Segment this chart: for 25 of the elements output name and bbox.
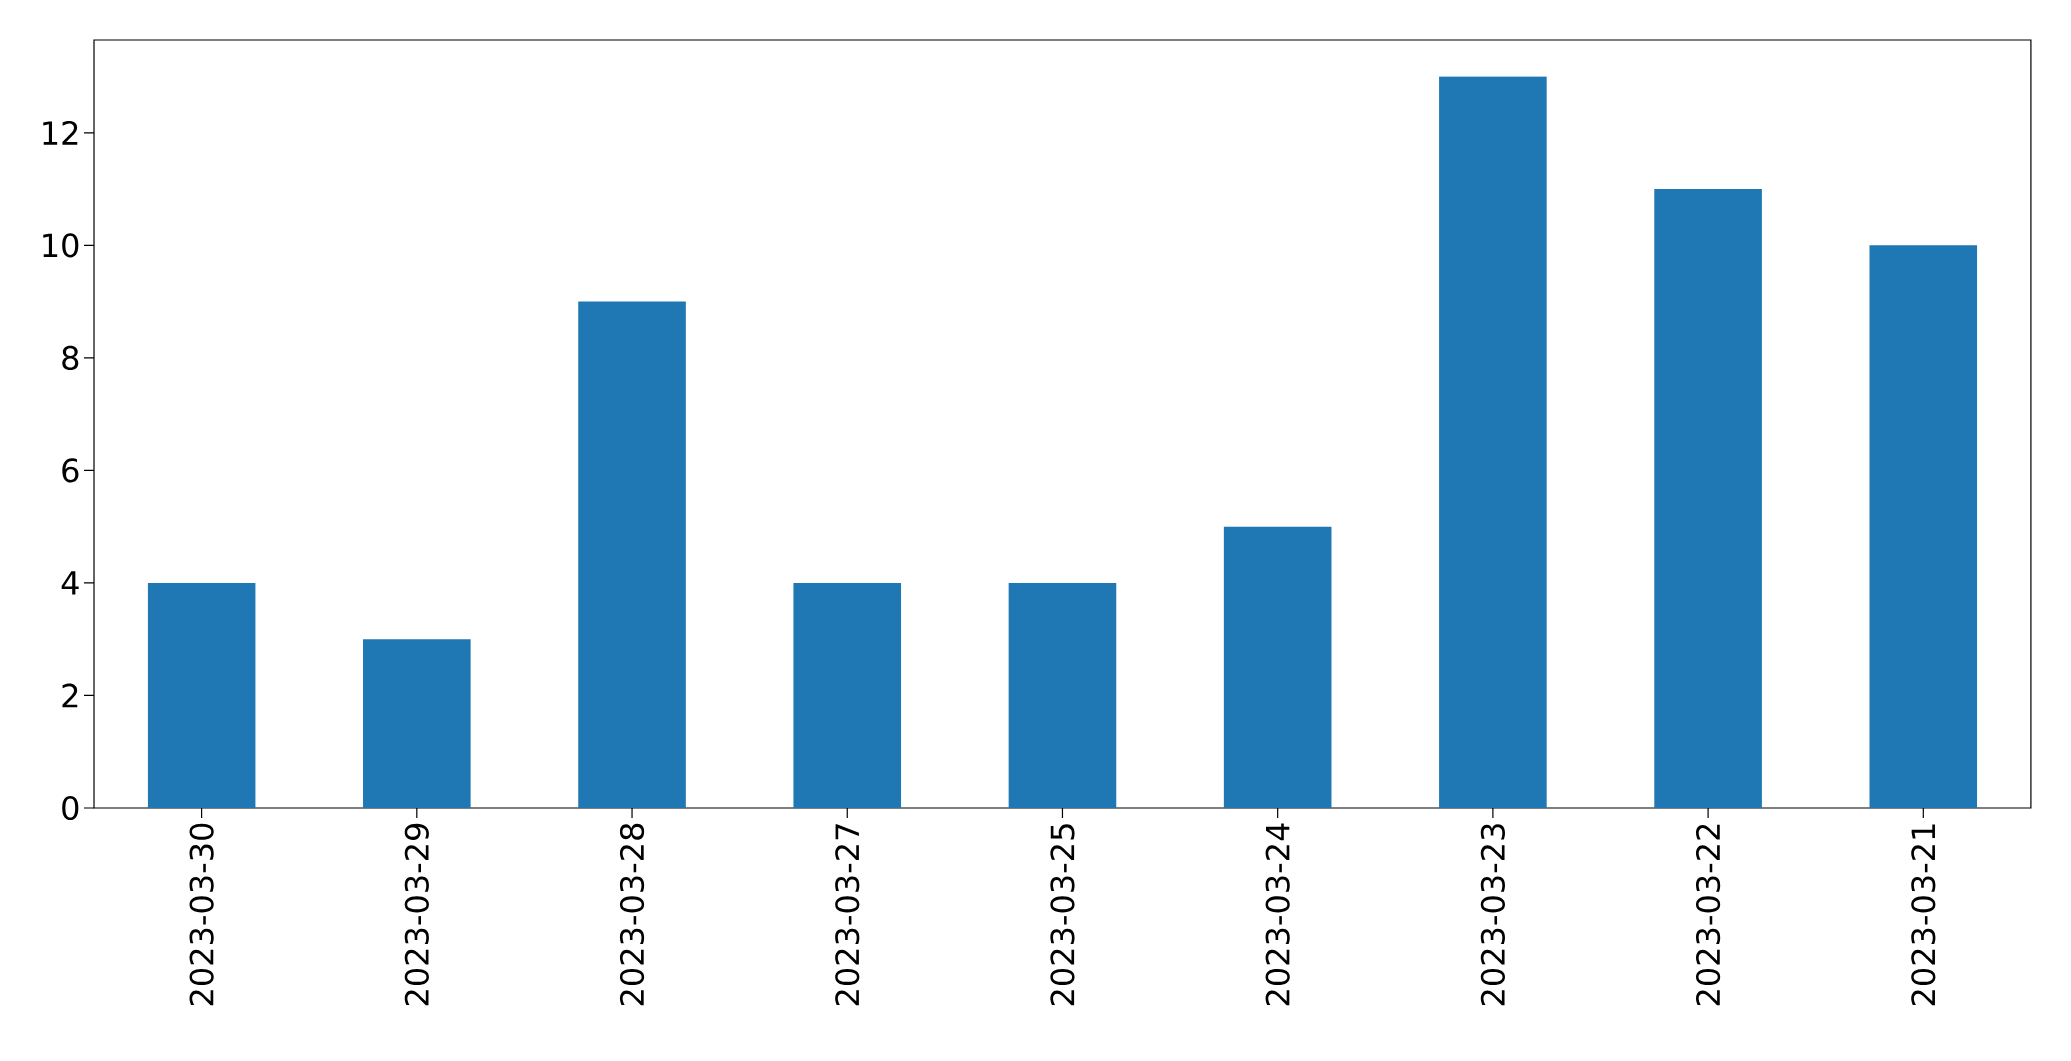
x-tick-label: 2023-03-27	[835, 824, 860, 1006]
x-tick-label: 2023-03-23	[1480, 824, 1505, 1006]
y-tick-label: 6	[62, 458, 79, 483]
bar	[1654, 189, 1762, 808]
bar	[793, 582, 902, 808]
y-tick-label: 10	[43, 233, 79, 258]
bar	[1869, 245, 1978, 808]
y-tick-label: 12	[43, 120, 78, 145]
x-tick-label: 2023-03-28	[619, 823, 645, 1006]
x-tick-label: 2023-03-25	[1050, 824, 1075, 1006]
bar	[363, 639, 471, 808]
bar	[1008, 582, 1117, 808]
x-tick-label: 2023-03-24	[1265, 823, 1290, 1006]
x-tick-label: 2023-03-21	[1911, 824, 1936, 1006]
bar	[1439, 76, 1547, 808]
bar	[578, 301, 686, 808]
y-tick-label: 4	[61, 571, 79, 595]
x-tick-label: 2023-03-29	[404, 823, 429, 1006]
bar	[147, 582, 256, 808]
bar	[1223, 526, 1332, 808]
x-tick-label: 2023-03-30	[189, 823, 214, 1006]
x-tick-label: 2023-03-22	[1696, 824, 1721, 1006]
y-tick-label: 8	[62, 345, 79, 370]
y-tick-label: 2	[62, 683, 78, 708]
y-tick-label: 0	[62, 795, 79, 821]
